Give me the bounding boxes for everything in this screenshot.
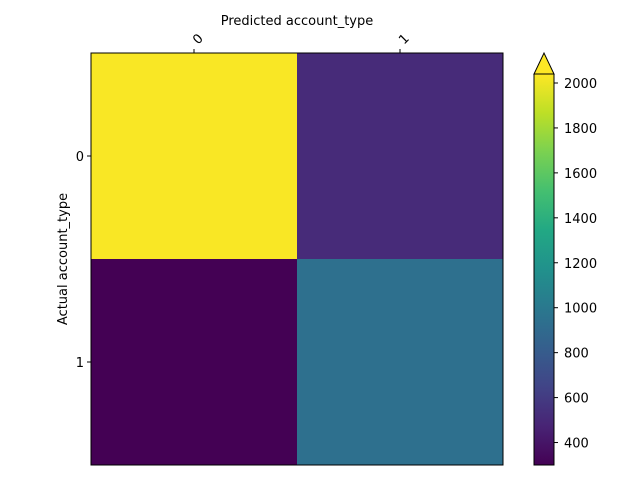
heatmap-cell-0-0 — [91, 53, 297, 259]
heatmap-cell-1-0 — [91, 259, 297, 465]
y-tick-label: 0 — [76, 150, 84, 165]
colorbar-tick-label: 1200 — [564, 257, 597, 272]
x-axis-label: Predicted account_type — [221, 14, 374, 29]
colorbar-tick-label: 600 — [564, 392, 589, 407]
y-tick-label: 1 — [76, 356, 84, 371]
colorbar-ticks: 400 600 800 1000 1200 1400 1600 1800 2000 — [554, 77, 597, 452]
colorbar-tick-label: 2000 — [564, 77, 597, 92]
y-axis-ticks: 01 — [76, 150, 91, 371]
colorbar-gradient — [534, 74, 554, 465]
heatmap-cells — [91, 53, 503, 465]
x-tick-label: 1 — [396, 31, 412, 47]
x-tick-label: 0 — [190, 31, 206, 47]
colorbar-frame — [533, 74, 555, 466]
colorbar-tick-label: 1800 — [564, 122, 597, 137]
colorbar-tick-label: 400 — [564, 437, 589, 452]
colorbar: 400 600 800 1000 1200 1400 1600 1800 2000 — [533, 51, 597, 466]
plot-frame — [90, 52, 504, 466]
colorbar-extend-arrow — [533, 51, 555, 75]
colorbar-tick-label: 800 — [564, 347, 589, 362]
y-axis-label: Actual account_type — [56, 193, 71, 325]
colorbar-tick-label: 1000 — [564, 302, 597, 317]
colorbar-tick-label: 1600 — [564, 167, 597, 182]
heatmap-cell-1-1 — [297, 259, 503, 465]
heatmap-cell-0-1 — [297, 53, 503, 259]
colorbar-tick-label: 1400 — [564, 212, 597, 227]
